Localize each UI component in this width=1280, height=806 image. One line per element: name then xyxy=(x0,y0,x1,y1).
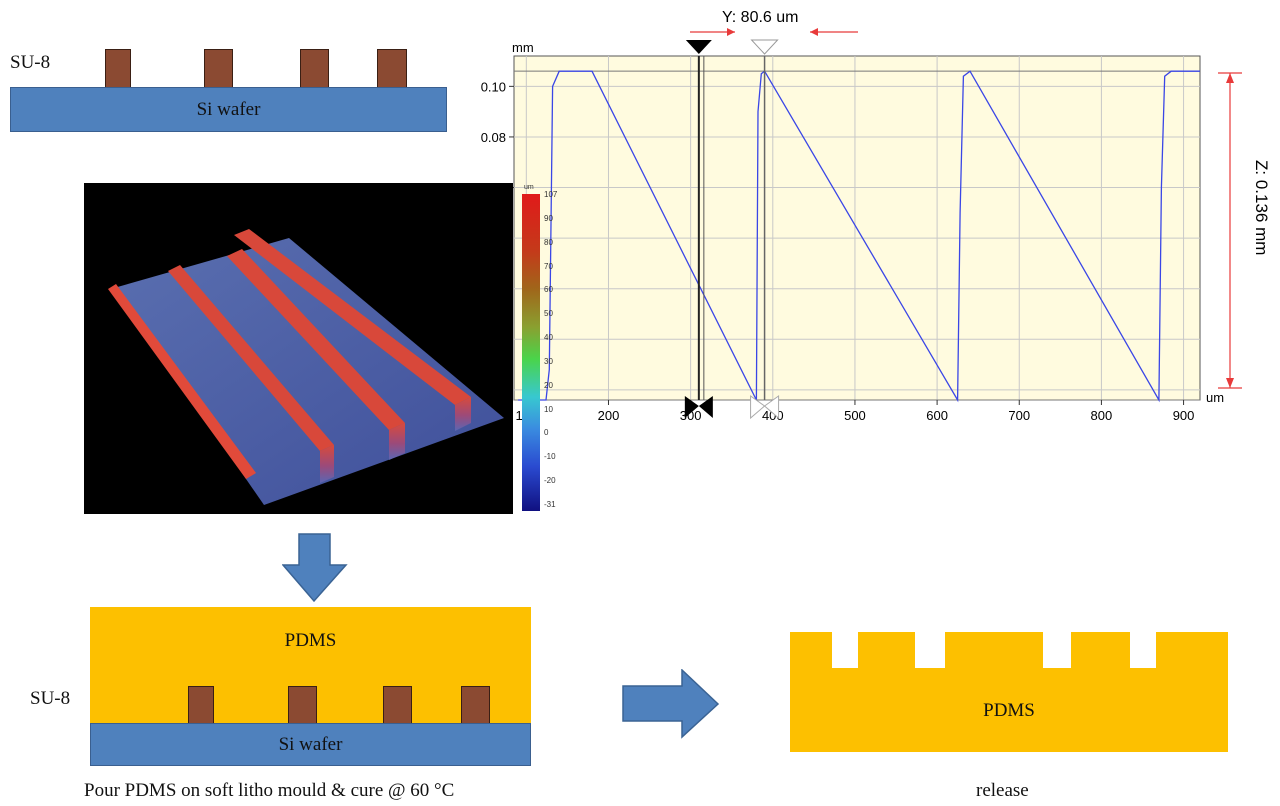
colorbar-tick-label: 10 xyxy=(544,404,553,414)
y-axis-unit: mm xyxy=(512,40,534,55)
surface-3d xyxy=(108,229,504,505)
wafer-label: Si wafer xyxy=(278,733,343,755)
x-axis-unit: um xyxy=(1206,390,1224,405)
cursor-2-top-marker xyxy=(750,39,779,55)
x-ticks: 100200300400500600700800900 xyxy=(515,400,1194,423)
cursors xyxy=(684,39,780,420)
x-tick-label: 200 xyxy=(598,408,620,423)
cursor-arrow-left-head xyxy=(727,28,735,36)
x-tick-label: 700 xyxy=(1008,408,1030,423)
y-ticks: 0.100.080.06 xyxy=(481,79,514,196)
su8-pillar xyxy=(288,686,317,724)
pdms-label-mould: PDMS xyxy=(284,630,337,651)
su8-pillar xyxy=(461,686,490,724)
colorbar-tick-label: 70 xyxy=(544,261,553,271)
down-arrow xyxy=(282,533,348,603)
right-arrow xyxy=(622,669,720,739)
colorbar-tick-label: 0 xyxy=(544,428,549,438)
x-tick-label: 600 xyxy=(926,408,948,423)
colorbar-tick-label: 30 xyxy=(544,356,553,366)
su8-label-top: SU-8 xyxy=(10,52,51,73)
ridge xyxy=(168,265,334,451)
cursor-2-bottom-marker xyxy=(763,395,780,420)
x-tick-label: 500 xyxy=(844,408,866,423)
colorbar-ticks: 107 90 80 70 60 50 40 30 20 10 0 -10 -20 -31 xyxy=(544,190,574,511)
x-tick-label: 900 xyxy=(1173,408,1195,423)
su8-pillar xyxy=(188,686,214,724)
y-tick-label: 0.10 xyxy=(481,79,506,94)
ridge xyxy=(108,284,256,479)
colorbar-tick-label: -10 xyxy=(544,452,556,462)
colorbar xyxy=(522,194,540,511)
surface-render xyxy=(84,183,513,514)
colorbar-tick-label: 90 xyxy=(544,213,553,223)
ridge xyxy=(227,249,405,430)
ridge-wall xyxy=(455,397,471,431)
y-tick-label: 0.08 xyxy=(481,130,506,145)
colorbar-tick-label: -31 xyxy=(544,500,556,509)
cursor-1-bottom-marker xyxy=(684,396,699,418)
ridge-wall xyxy=(389,423,405,460)
su8-pillar xyxy=(300,49,329,88)
wafer-label: Si wafer xyxy=(196,98,261,120)
su8-pillar xyxy=(204,49,233,88)
ridge xyxy=(234,229,471,405)
profile-chart: 100200300400500600700800900 0.100.080.06… xyxy=(481,9,1271,423)
colorbar-tick-label: 107 xyxy=(544,190,558,199)
cursor-label: Y: 80.6 um xyxy=(722,9,799,26)
su8-pillar xyxy=(383,686,412,724)
x-tick-label: 800 xyxy=(1091,408,1113,423)
cursor-1-bottom-marker xyxy=(698,396,713,418)
cursor-1-top-marker xyxy=(685,40,712,54)
su8-pillar xyxy=(377,49,407,88)
z-label: Z: 0.136 mm xyxy=(1252,160,1271,255)
si-wafer-bottom: Si wafer xyxy=(90,723,531,766)
si-wafer-top: Si wafer xyxy=(10,87,447,132)
su8-label-bottom: SU-8 xyxy=(30,688,71,709)
z-arrow-bottom xyxy=(1226,378,1234,388)
colorbar-tick-label: 20 xyxy=(544,380,553,390)
ridge-wall xyxy=(320,445,334,483)
cursor-2-bottom-marker xyxy=(750,395,766,420)
colorbar-tick-label: 50 xyxy=(544,309,553,319)
mould-caption: Pour PDMS on soft litho mould & cure @ 6… xyxy=(84,780,455,801)
released-pdms xyxy=(790,632,1228,752)
su8-pillar xyxy=(105,49,131,88)
z-arrow-top xyxy=(1226,73,1234,83)
cursor-arrow-right-head xyxy=(810,28,818,36)
colorbar-tick-label: 60 xyxy=(544,285,553,295)
colorbar-tick-label: -20 xyxy=(544,476,556,486)
colorbar-tick-label: 80 xyxy=(544,237,553,247)
release-caption: release xyxy=(976,780,1029,801)
pdms-label-release: PDMS xyxy=(983,700,1035,721)
colorbar-tick-label: 40 xyxy=(544,333,553,343)
colorbar-unit: um xyxy=(524,184,534,191)
